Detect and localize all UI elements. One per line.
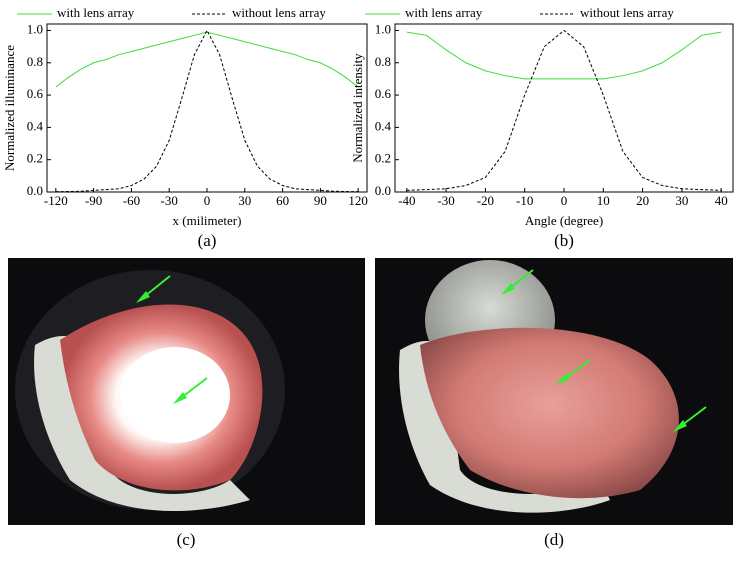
x-tick-label: -90 (85, 193, 102, 208)
x-tick-label: 90 (314, 193, 327, 208)
y-tick-label: 0.6 (27, 86, 44, 101)
photo-d (375, 258, 733, 525)
x-axis-label: Angle (degree) (525, 213, 603, 228)
x-axis-label: x (milimeter) (173, 213, 242, 228)
y-tick-label: 1.0 (375, 21, 391, 36)
y-tick-label: 0.2 (27, 151, 43, 166)
x-tick-label: 0 (204, 193, 211, 208)
x-tick-label: -30 (161, 193, 178, 208)
y-tick-label: 0.2 (375, 151, 391, 166)
x-tick-label: 10 (597, 193, 610, 208)
y-tick-label: 0.6 (375, 86, 392, 101)
x-tick-label: -30 (437, 193, 454, 208)
legend-label: with lens array (57, 5, 135, 20)
x-tick-label: 20 (636, 193, 649, 208)
y-tick-label: 0.4 (27, 118, 44, 133)
x-tick-label: -10 (516, 193, 533, 208)
x-tick-label: -120 (44, 193, 68, 208)
legend-label: with lens array (405, 5, 483, 20)
data-line (406, 31, 722, 80)
x-tick-label: -20 (477, 193, 494, 208)
data-line (406, 29, 722, 191)
y-tick-label: 0.8 (375, 54, 391, 69)
x-tick-label: -40 (398, 193, 415, 208)
y-tick-label: 1.0 (27, 21, 43, 36)
x-tick-label: 0 (561, 193, 568, 208)
x-tick-label: 120 (348, 193, 368, 208)
caption: (d) (544, 530, 564, 549)
data-line (55, 31, 359, 88)
x-tick-label: 30 (238, 193, 251, 208)
legend-label: without lens array (580, 5, 674, 20)
y-tick-label: 0.0 (27, 183, 43, 198)
photo-c (8, 258, 365, 525)
plot-frame (46, 23, 368, 193)
x-tick-label: 40 (715, 193, 728, 208)
y-axis-label: Normalized illuminance (2, 45, 17, 171)
data-line (55, 29, 359, 193)
caption: (c) (177, 530, 196, 549)
y-tick-label: 0.0 (375, 183, 391, 198)
x-tick-label: -60 (123, 193, 140, 208)
legend-label: without lens array (232, 5, 326, 20)
y-tick-label: 0.8 (27, 54, 43, 69)
caption: (b) (554, 231, 574, 250)
x-tick-label: 60 (276, 193, 289, 208)
y-axis-label: Normalized intensity (350, 53, 365, 163)
caption: (a) (198, 231, 217, 250)
x-tick-label: 30 (675, 193, 688, 208)
y-tick-label: 0.4 (375, 118, 392, 133)
